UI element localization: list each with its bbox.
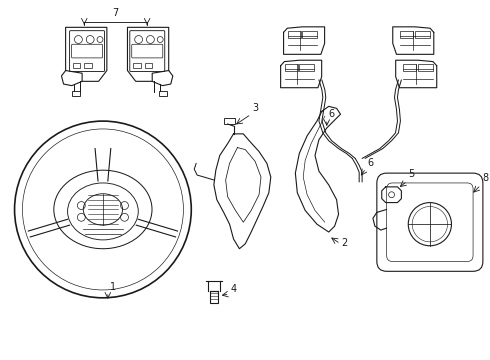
Text: 6: 6 [329, 109, 335, 119]
Text: 6: 6 [367, 158, 373, 168]
Text: 1: 1 [110, 282, 116, 292]
Text: 7: 7 [113, 8, 119, 18]
Text: 3: 3 [252, 103, 258, 113]
Text: 5: 5 [408, 169, 415, 179]
Text: 2: 2 [342, 238, 348, 248]
Text: 4: 4 [231, 284, 237, 294]
Text: 8: 8 [482, 173, 488, 183]
